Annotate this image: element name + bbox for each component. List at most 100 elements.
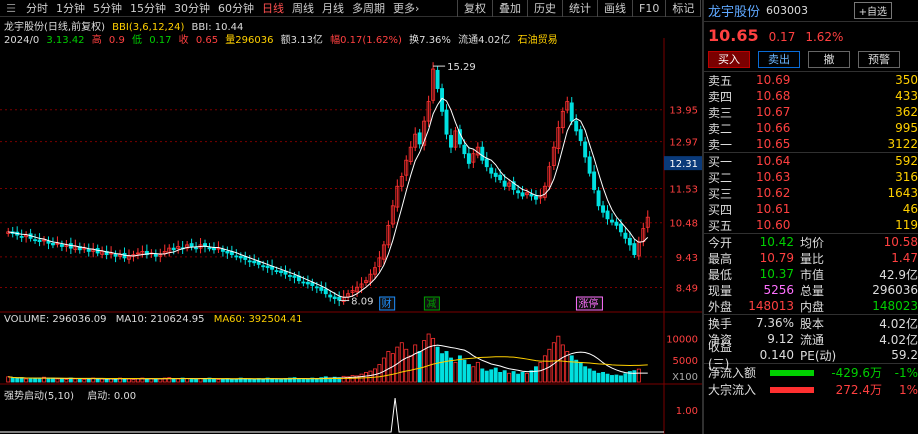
ask-row[interactable]: 卖三 10.67 362 (704, 104, 918, 120)
close-value: 0.65 (195, 35, 219, 46)
volume-bar (569, 355, 574, 383)
bid-row[interactable]: 买五 10.60 119 (704, 217, 918, 233)
buy-button[interactable]: 买入 (708, 51, 750, 68)
ask-row[interactable]: 卖四 10.68 433 (704, 88, 918, 104)
volume-ma10-line (8, 344, 648, 380)
period-tab-8[interactable]: 月线 (322, 2, 344, 15)
tool-button-6[interactable]: 标记 (665, 0, 700, 17)
add-watchlist-button[interactable]: +自选 (853, 2, 892, 19)
candle-body (176, 246, 181, 249)
candle-body (399, 176, 404, 187)
fund-flow: 净流入额 -429.6万 -1% 大宗流入 272.4万 1% (704, 363, 918, 398)
volume-bar (422, 340, 427, 383)
volume-bar (33, 378, 38, 383)
candle-body (310, 282, 315, 286)
panel-divider[interactable] (702, 0, 704, 434)
candle-body (520, 192, 525, 197)
volume-bar (73, 378, 78, 383)
candle-body (632, 243, 637, 256)
volume-bar (471, 366, 476, 383)
price-axis-label: 11.53 (669, 185, 698, 196)
menu-icon[interactable]: ☰ (6, 1, 16, 15)
ask-row[interactable]: 卖五 10.69 350 (704, 72, 918, 88)
ask-price: 10.65 (756, 137, 791, 151)
tool-button-4[interactable]: 画线 (597, 0, 632, 17)
period-tab-0[interactable]: 分时 (26, 2, 48, 15)
period-tab-2[interactable]: 5分钟 (93, 2, 122, 15)
stat-key: 最高 (708, 251, 733, 266)
candle-body (109, 252, 114, 255)
candle-body (238, 255, 243, 259)
candle-body (493, 172, 498, 177)
stat-row: 今开 10.42 均价 10.58 (704, 234, 918, 250)
ask-row[interactable]: 卖一 10.65 3122 (704, 136, 918, 152)
volume-bar (440, 353, 445, 383)
tool-button-2[interactable]: 历史 (527, 0, 562, 17)
tool-button-1[interactable]: 叠加 (492, 0, 527, 17)
tool-button-5[interactable]: F10 (632, 0, 665, 17)
volume-bar (462, 359, 467, 383)
candle-body (332, 296, 337, 300)
event-tag-label: 涨停 (578, 297, 598, 310)
stat-value: 4.02亿 (879, 332, 918, 347)
candle-body (207, 247, 212, 250)
price-axis-label: 8.49 (676, 284, 698, 295)
period-tab-6[interactable]: 日线 (262, 2, 284, 15)
ask-price: 10.68 (756, 89, 791, 103)
period-tab-3[interactable]: 15分钟 (130, 2, 166, 15)
bid-row[interactable]: 买三 10.62 1643 (704, 185, 918, 201)
volume-bar (10, 377, 15, 383)
stat-key: PE(动) (800, 348, 837, 363)
stat-value: 0.140 (759, 348, 794, 362)
ma-line (8, 97, 649, 298)
period-tab-1[interactable]: 1分钟 (56, 2, 85, 15)
volume-bar (502, 370, 507, 383)
candle-body (265, 265, 270, 269)
candle-body (301, 281, 306, 284)
bid-row[interactable]: 买一 10.64 592 (704, 153, 918, 169)
candle-body (498, 174, 503, 181)
volume-axis-label: 5000 (673, 356, 698, 367)
candle-body (408, 146, 413, 162)
bid-volume: 46 (902, 202, 918, 216)
sell-button[interactable]: 卖出 (758, 51, 800, 68)
volume-bar (28, 377, 33, 383)
volume-bar (484, 370, 489, 383)
period-tab-7[interactable]: 周线 (292, 2, 314, 15)
bid-row[interactable]: 买四 10.61 46 (704, 201, 918, 217)
volume-bar (449, 357, 453, 383)
cancel-order-button[interactable]: 撤 (808, 51, 850, 68)
candle-body (355, 286, 360, 293)
volume-bar (574, 359, 579, 383)
stat-row: 收益(三) 0.140 PE(动) 59.2 (704, 340, 918, 371)
volume-bar (435, 346, 440, 383)
volume-bar (426, 333, 431, 383)
bid-row[interactable]: 买二 10.63 316 (704, 169, 918, 185)
kline-chart[interactable]: 13.95 12.97 11.53 10.48 9.43 8.49 12.31 10000 50… (0, 18, 702, 434)
price-axis-label: 9.43 (676, 253, 698, 264)
candle-body (390, 205, 395, 225)
stat-key: 现量 (708, 283, 733, 298)
tool-button-3[interactable]: 统计 (562, 0, 597, 17)
volume-bar (538, 361, 543, 383)
stock-code: 603003 (766, 4, 809, 17)
kline-title: 龙宇股份(日线,前复权) (4, 22, 105, 33)
stat-value: 9.12 (767, 332, 794, 346)
candle-body (220, 249, 225, 252)
ask-label: 卖一 (708, 137, 733, 152)
alert-button[interactable]: 预警 (858, 51, 900, 68)
period-tab-10[interactable]: 更多› (393, 2, 420, 15)
flow-value: -429.6万 (831, 366, 882, 380)
candle-body (328, 294, 333, 298)
stat-key: 最低 (708, 267, 733, 282)
candle-body (645, 216, 650, 228)
candle-body (560, 110, 565, 129)
bid-label: 买四 (708, 202, 733, 217)
tool-button-0[interactable]: 复权 (457, 0, 492, 17)
ask-row[interactable]: 卖二 10.66 995 (704, 120, 918, 136)
period-tab-9[interactable]: 多周期 (352, 2, 385, 15)
volume-bar (346, 376, 351, 383)
volume-bar (623, 373, 628, 383)
period-tab-4[interactable]: 30分钟 (174, 2, 210, 15)
period-tab-5[interactable]: 60分钟 (218, 2, 254, 15)
